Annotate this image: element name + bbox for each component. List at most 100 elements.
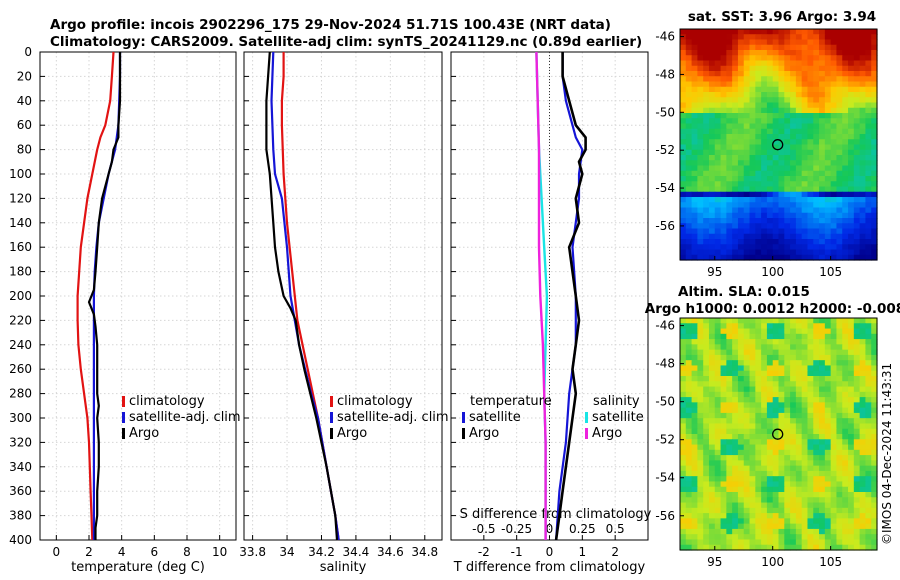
- heatmap-cell: [784, 81, 791, 88]
- heatmap-cell: [778, 328, 785, 335]
- heatmap-cell: [813, 381, 820, 388]
- heatmap-cell: [795, 197, 803, 203]
- heatmap-cell: [749, 239, 756, 245]
- heatmap-cell: [842, 181, 849, 188]
- heatmap-cell: [714, 202, 722, 209]
- heatmap-cell: [685, 476, 693, 483]
- heatmap-cell: [708, 497, 716, 504]
- heatmap-cell: [720, 318, 727, 324]
- heatmap-cell: [842, 513, 849, 519]
- heatmap-cell: [732, 107, 739, 114]
- heatmap-cell: [703, 465, 710, 472]
- heatmap-cell: [790, 376, 797, 382]
- heatmap-cell: [720, 523, 727, 530]
- heatmap-cell: [761, 160, 768, 167]
- heatmap-cell: [865, 191, 872, 198]
- heatmap-cell: [761, 402, 768, 409]
- heatmap-cell: [680, 333, 687, 340]
- heatmap-cell: [778, 476, 785, 483]
- heatmap-cell: [807, 92, 814, 98]
- heatmap-cell: [836, 86, 843, 93]
- heatmap-cell: [859, 518, 867, 525]
- heatmap-cell: [708, 233, 716, 240]
- heatmap-cell: [691, 439, 698, 446]
- heatmap-cell: [685, 197, 693, 203]
- heatmap-cell: [714, 444, 722, 451]
- heatmap-cell: [836, 249, 843, 256]
- heatmap-cell: [685, 50, 693, 56]
- heatmap-cell: [685, 149, 693, 156]
- heatmap-cell: [807, 497, 814, 504]
- heatmap-cell: [790, 518, 797, 525]
- heatmap-cell: [778, 123, 785, 130]
- heatmap-cell: [749, 439, 756, 446]
- heatmap-cell: [766, 186, 774, 193]
- heatmap-cell: [732, 160, 739, 167]
- heatmap-cell: [824, 81, 832, 88]
- heatmap-cell: [853, 191, 861, 198]
- heatmap-cell: [853, 197, 861, 203]
- heatmap-cell: [871, 444, 878, 451]
- heatmap-cell: [697, 212, 704, 219]
- heatmap-cell: [790, 233, 797, 240]
- heatmap-cell: [848, 233, 855, 240]
- heatmap-cell: [691, 423, 698, 430]
- heatmap-cell: [680, 212, 687, 219]
- heatmap-cell: [795, 455, 803, 461]
- heatmap-cell: [813, 76, 820, 83]
- heatmap-cell: [703, 134, 710, 140]
- heatmap-cells: [680, 29, 878, 261]
- heatmap-cell: [766, 207, 774, 214]
- heatmap-cell: [685, 465, 693, 472]
- heatmap-cell: [680, 65, 687, 72]
- heatmap-cell: [819, 507, 826, 514]
- heatmap-cell: [766, 102, 774, 109]
- heatmap-cell: [766, 455, 774, 461]
- heatmap-cell: [842, 155, 849, 161]
- heatmap-cell: [732, 71, 739, 77]
- heatmap-cell: [778, 455, 785, 461]
- heatmap-cell: [708, 507, 716, 514]
- heatmap-cell: [865, 518, 872, 525]
- heatmap-cell: [708, 144, 716, 151]
- heatmap-cell: [708, 502, 716, 509]
- heatmap-cell: [853, 118, 861, 125]
- heatmap-cell: [726, 71, 733, 77]
- heatmap-cell: [830, 55, 838, 62]
- heatmap-cell: [842, 123, 849, 130]
- heatmap-cell: [813, 102, 820, 109]
- heatmap-cell: [813, 92, 820, 98]
- heatmap-cell: [772, 328, 780, 335]
- heatmap-cell: [732, 50, 739, 56]
- heatmap-cell: [743, 476, 751, 483]
- heatmap-cell: [795, 360, 803, 367]
- heatmap-cell: [755, 29, 762, 35]
- heatmap-cell: [743, 339, 751, 345]
- heatmap-cell: [726, 218, 733, 224]
- heatmap-cell: [807, 412, 814, 419]
- heatmap-cell: [871, 97, 878, 104]
- heatmap-cell: [685, 513, 693, 519]
- heatmap-cell: [865, 402, 872, 409]
- heatmap-cell: [836, 381, 843, 388]
- heatmap-cell: [714, 181, 722, 188]
- heatmap-cell: [766, 328, 774, 335]
- heatmap-cell: [836, 212, 843, 219]
- heatmap-cell: [726, 102, 733, 109]
- heatmap-cell: [819, 181, 826, 188]
- heatmap-cell: [714, 423, 722, 430]
- heatmap-cell: [755, 155, 762, 161]
- heatmap-cell: [720, 481, 727, 488]
- heatmap-cell: [749, 449, 756, 456]
- heatmap-cell: [778, 449, 785, 456]
- y-tick-label: 0: [24, 45, 32, 59]
- heatmap-cell: [784, 197, 791, 203]
- heatmap-cell: [836, 544, 843, 551]
- heatmap-cell: [680, 434, 687, 440]
- heatmap-cell: [772, 107, 780, 114]
- heatmap-cell: [824, 534, 832, 541]
- heatmap-cell: [708, 318, 716, 324]
- heatmap-cell: [807, 50, 814, 56]
- heatmap-cell: [685, 492, 693, 498]
- heatmap-cell: [726, 460, 733, 467]
